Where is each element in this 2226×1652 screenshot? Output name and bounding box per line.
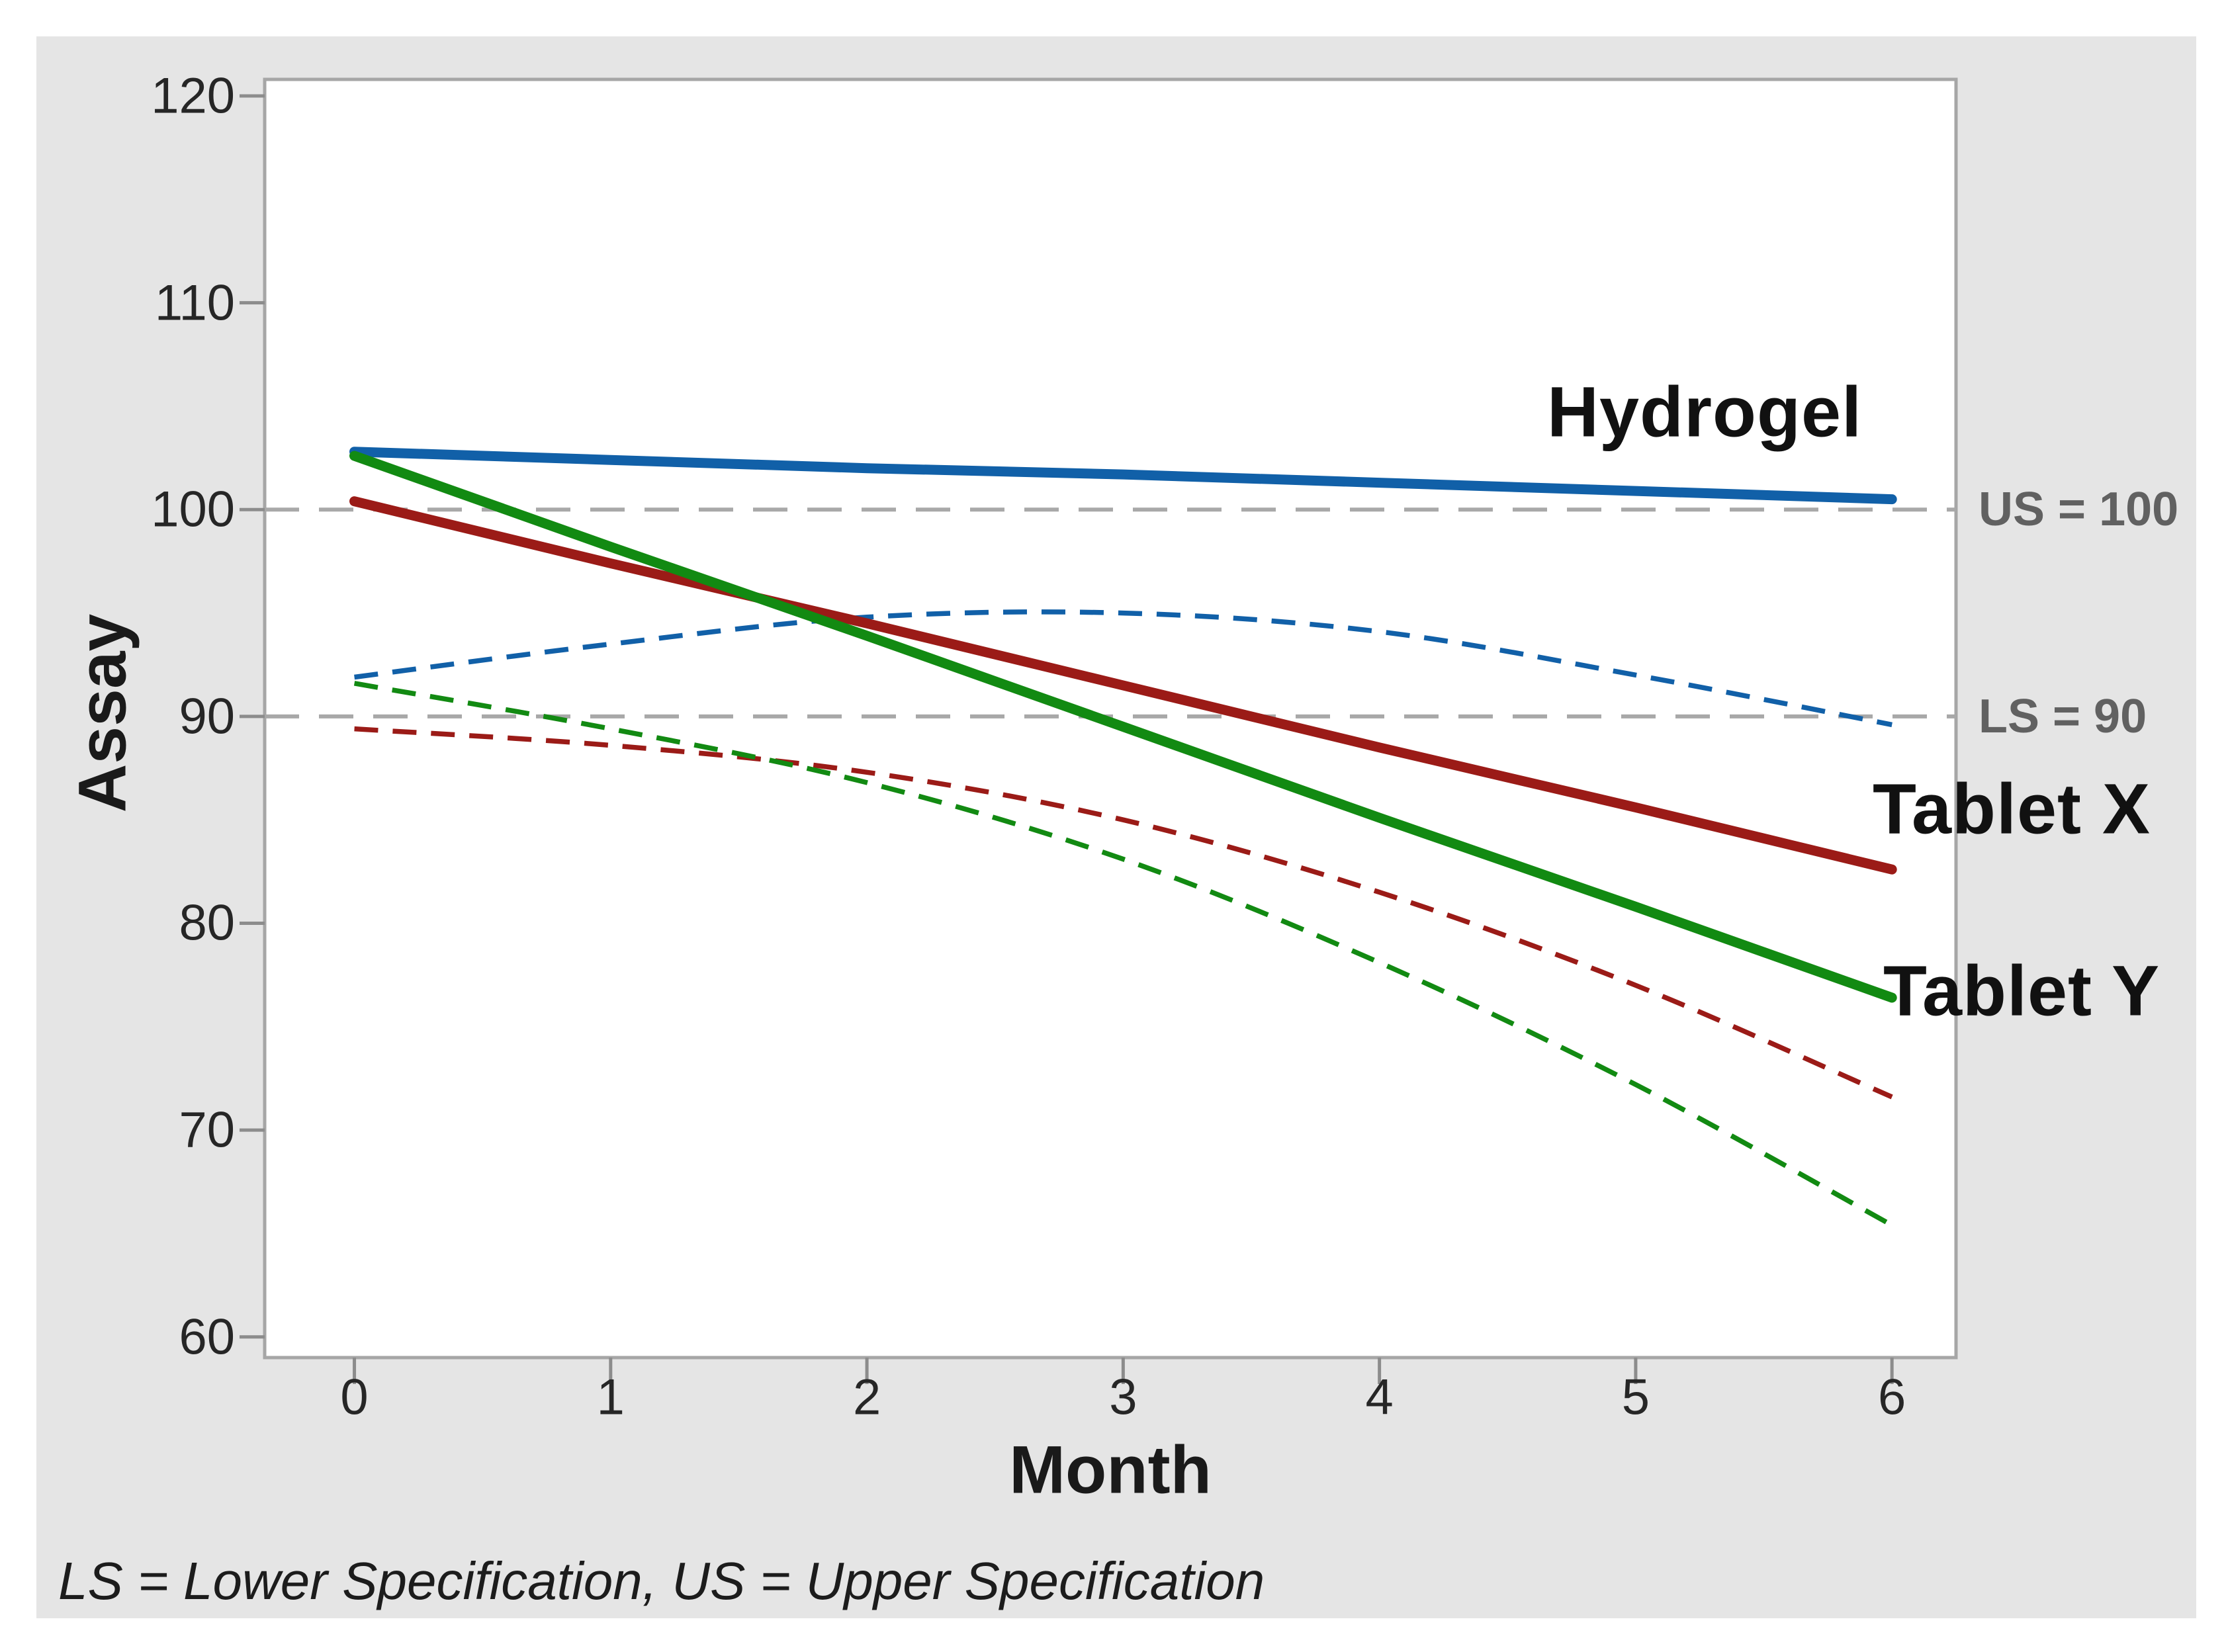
series-label-hydrogel: Hydrogel [1547, 371, 1863, 452]
x-tick-label: 4 [1365, 1369, 1394, 1426]
series-label-tablet-y: Tablet Y [1883, 950, 2160, 1031]
spec-abbreviation-footnote: LS = Lower Specification, US = Upper Spe… [58, 1551, 1265, 1610]
x-tick-label: 5 [1621, 1369, 1650, 1426]
x-tick-label: 2 [852, 1369, 881, 1426]
y-tick-label: 110 [154, 275, 235, 331]
x-axis-title: Month [1009, 1432, 1212, 1508]
x-tick-label: 6 [1878, 1369, 1906, 1426]
y-tick-label: 70 [179, 1102, 235, 1158]
y-tick-label: 60 [179, 1309, 235, 1366]
hydrogel-fit-line [349, 447, 1897, 505]
tablet-x-fit-line [349, 496, 1897, 875]
upper-spec-line-label: US = 100 [1979, 483, 2179, 536]
x-tick-label: 1 [596, 1369, 625, 1426]
y-tick-label: 100 [151, 481, 235, 538]
x-tick-label: 0 [340, 1369, 369, 1426]
y-tick-label: 90 [179, 688, 235, 745]
lower-spec-line-label: LS = 90 [1979, 690, 2147, 743]
tablet-x-lower-confidence-bound-line [354, 726, 1893, 1100]
tablet-y-fit-line [349, 451, 1897, 1003]
series-label-tablet-x: Tablet X [1873, 768, 2151, 849]
y-tick-label: 80 [179, 894, 235, 951]
tablet-y-lower-confidence-bound-line [353, 681, 1894, 1228]
x-tick-label: 3 [1109, 1369, 1137, 1426]
y-tick-label: 120 [151, 67, 235, 124]
hydrogel-lower-confidence-bound-line [354, 609, 1892, 728]
